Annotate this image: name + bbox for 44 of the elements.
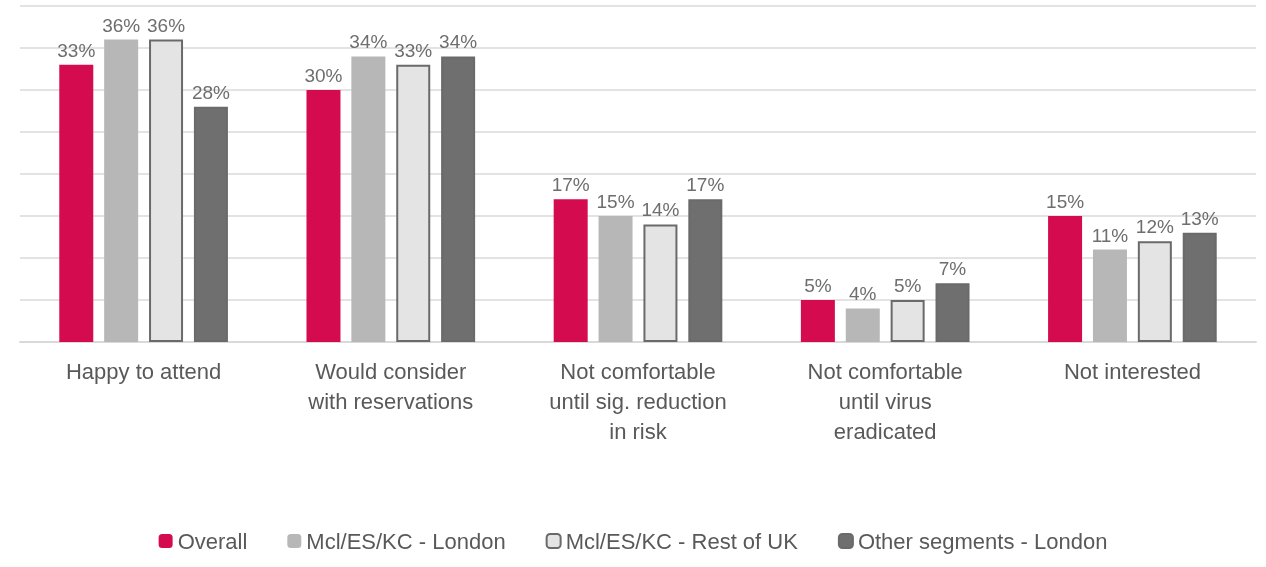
data-label: 30% <box>304 65 343 86</box>
legend-label: Other segments - London <box>857 528 1108 554</box>
bar <box>688 199 723 342</box>
data-label: 4% <box>849 283 877 305</box>
data-label: 33% <box>57 39 96 61</box>
data-label: 7% <box>938 258 967 280</box>
bar <box>104 39 139 342</box>
x-tick-label: Not comfortable until sig. reduction in risk <box>549 358 727 444</box>
legend-label: Mcl/ES/KC - London <box>306 528 506 554</box>
data-label: 36% <box>147 14 186 36</box>
data-label: 11% <box>1091 224 1129 246</box>
bar <box>845 308 880 342</box>
bar <box>193 106 228 342</box>
bar <box>598 216 633 342</box>
legend-label: Overall <box>177 528 248 554</box>
bar <box>59 64 94 342</box>
x-tick-label: Happy to attend <box>65 358 222 384</box>
x-tick-label: Not interested <box>1063 358 1201 384</box>
legend-label: Mcl/ES/KC - Rest of UK <box>565 528 799 554</box>
x-tick-label: Not comfortable until virus eradicated <box>807 358 963 444</box>
data-label: 14% <box>641 199 680 221</box>
bar <box>800 300 835 342</box>
data-label: 5% <box>893 275 922 296</box>
bar <box>441 56 476 342</box>
bar <box>351 56 386 342</box>
data-label: 15% <box>1046 191 1085 212</box>
data-label: 15% <box>596 191 635 212</box>
data-label: 13% <box>1180 207 1219 229</box>
data-label: 33% <box>394 39 433 61</box>
data-label: 17% <box>551 174 590 196</box>
x-tick-label: Would consider with reservations <box>307 358 474 414</box>
data-label: 36% <box>102 14 141 36</box>
bar <box>1182 232 1217 342</box>
bar <box>553 199 588 342</box>
bar <box>306 90 341 342</box>
data-label: 34% <box>349 31 388 53</box>
bar <box>935 283 970 342</box>
data-label: 5% <box>804 275 832 296</box>
bar <box>1092 249 1127 342</box>
data-label: 12% <box>1135 216 1174 238</box>
data-label: 28% <box>191 81 231 103</box>
bar <box>1048 216 1083 342</box>
data-label: 17% <box>686 174 725 196</box>
data-label: 34% <box>439 31 478 53</box>
